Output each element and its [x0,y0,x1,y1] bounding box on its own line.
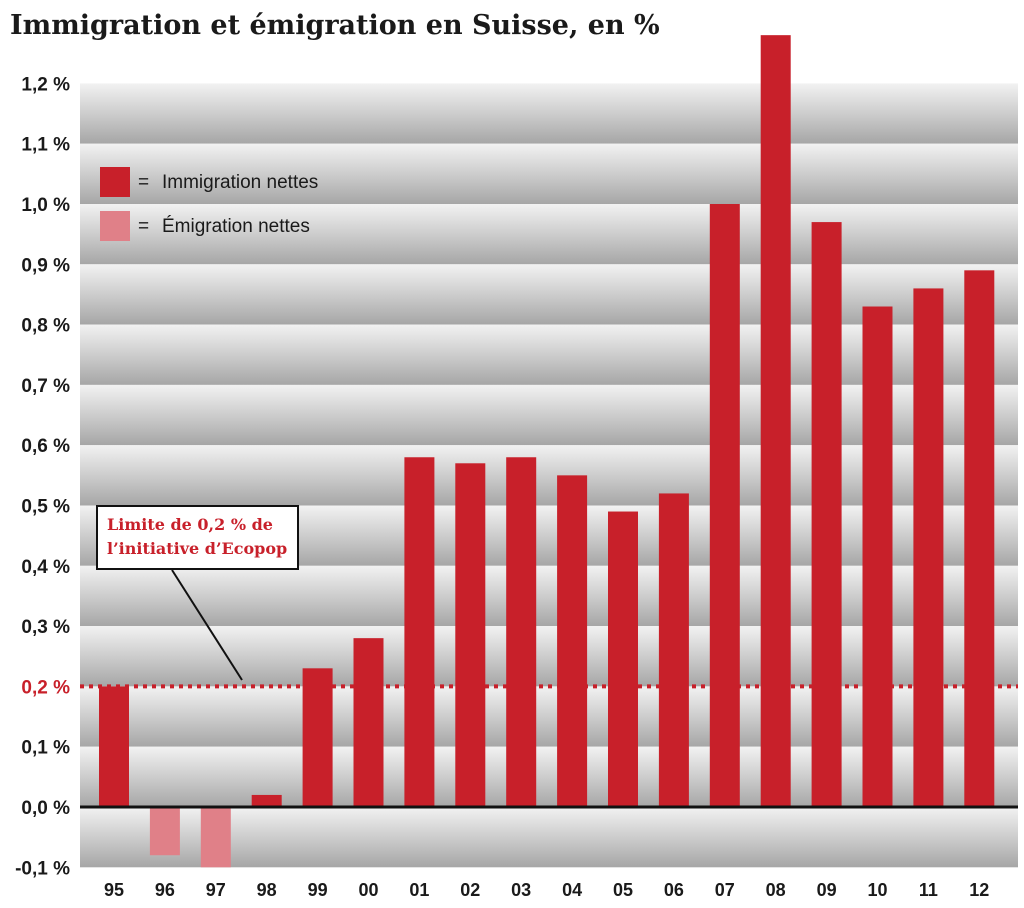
bar-04 [557,475,588,807]
annotation-text: l’initiative d’Ecopop [107,539,287,558]
y-tick-label: 1,2 % [21,74,70,95]
chart-title: Immigration et émigration en Suisse, en … [10,10,660,41]
x-tick-label: 08 [766,880,786,900]
grid-band [80,746,1018,807]
x-tick-label: 01 [409,880,429,900]
grid-band [80,83,1018,144]
y-axis: -0,1 % 0,0 % 0,1 % 0,2 % 0,3 % 0,4 % 0,5 % 0,6 … [15,74,70,879]
bar-11 [913,288,944,807]
grid-band [80,324,1018,385]
bar-02 [455,463,486,807]
grid-band [80,264,1018,325]
x-tick-label: 06 [664,880,684,900]
x-tick-label: 12 [969,880,989,900]
legend-label: Émigration nettes [162,216,310,237]
x-tick-label: 05 [613,880,633,900]
x-tick-label: 02 [460,880,480,900]
x-tick-label: 00 [358,880,378,900]
y-tick-label: 0,3 % [21,617,70,638]
y-tick-label: 0,0 % [21,798,70,819]
y-tick-label: 0,2 % [21,677,70,698]
annotation-box [96,505,299,570]
grid-band [80,626,1018,687]
threshold-annotation: Limite de 0,2 % de l’initiative d’Ecopop [96,505,299,681]
bar-08 [760,35,791,808]
x-tick-label: 95 [104,880,124,900]
y-tick-label: 1,1 % [21,135,70,156]
legend-swatch [100,167,130,197]
x-axis: 95 96 97 98 99 00 01 02 03 04 05 06 07 08 09 10 11 12 [104,880,989,900]
x-tick-label: 07 [715,880,735,900]
x-tick-label: 10 [867,880,887,900]
y-tick-label: 0,9 % [21,255,70,276]
bar-00 [353,638,384,807]
x-tick-label: 03 [511,880,531,900]
x-tick-label: 97 [206,880,226,900]
bar-05 [608,511,638,807]
grid-band [80,807,1018,868]
y-tick-label: 0,7 % [21,376,70,397]
bar-06 [658,493,689,807]
x-tick-label: 96 [155,880,175,900]
bar-07 [709,204,740,807]
y-tick-label: 0,8 % [21,316,70,337]
y-tick-label: 1,0 % [21,195,70,216]
bar-95 [99,686,129,807]
legend-equals: = [138,172,149,193]
x-tick-label: 99 [308,880,328,900]
bar-01 [404,457,435,807]
bar-03 [506,457,537,807]
bar-96 [149,807,180,856]
grid-band [80,445,1018,506]
y-tick-label: 0,1 % [21,738,70,759]
grid-band [80,204,1018,265]
bars [99,35,995,868]
annotation-leader-line [171,569,243,681]
grid-band [80,384,1018,446]
y-tick-label: 0,6 % [21,436,70,457]
y-tick-label: 0,4 % [21,557,70,578]
x-tick-label: 04 [562,880,582,900]
bar-09 [811,222,842,808]
grid-band [80,565,1018,627]
x-tick-label: 11 [919,880,938,900]
x-tick-label: 98 [257,880,277,900]
legend-equals: = [138,216,149,237]
x-tick-label: 09 [817,880,837,900]
legend-label: Immigration nettes [162,172,318,193]
bar-97 [200,807,231,868]
y-tick-label: -0,1 % [15,858,70,879]
bar-12 [964,270,995,808]
grid-band [80,143,1018,204]
legend: = Immigration nettes = Émigration nettes [100,167,318,241]
grid-band [80,686,1018,747]
bar-99 [302,668,333,807]
bar-10 [862,306,893,807]
legend-swatch [100,211,130,241]
bar-98 [251,794,282,807]
annotation-text: Limite de 0,2 % de [107,515,273,534]
y-tick-label: 0,5 % [21,497,70,518]
plot-background [80,83,1018,868]
